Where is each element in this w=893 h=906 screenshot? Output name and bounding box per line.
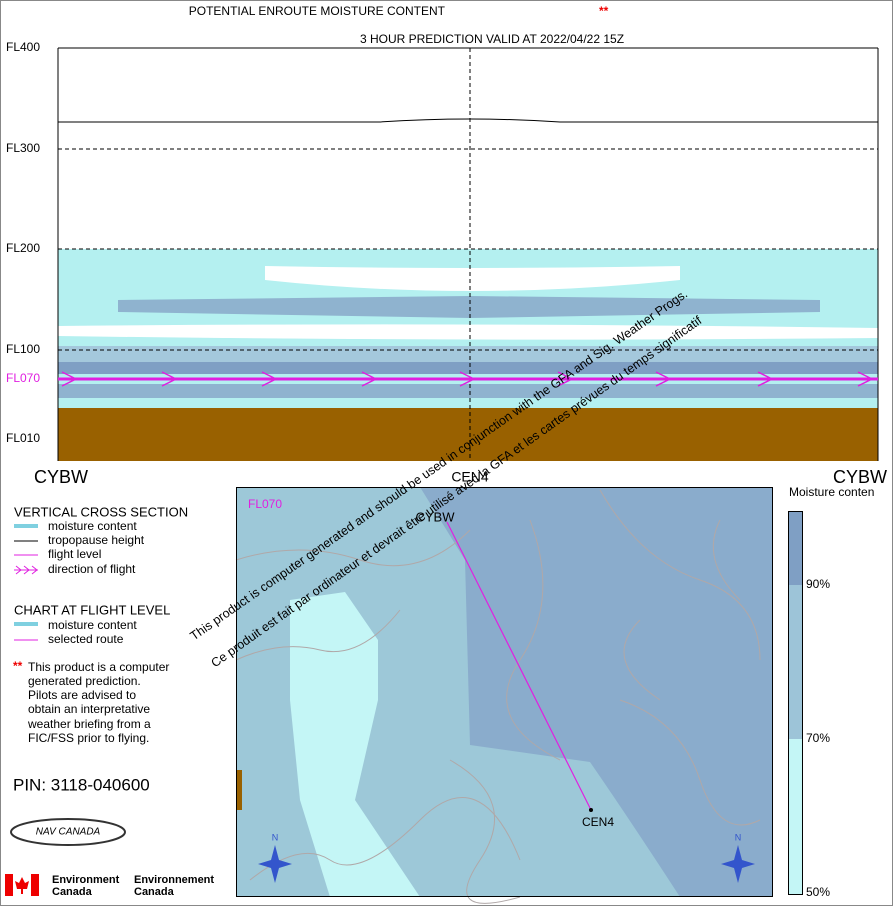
flight-level-label: FL070 <box>6 371 40 385</box>
route-point: CYBW <box>34 467 88 487</box>
scale-band <box>788 739 803 895</box>
scale-label: 70% <box>806 731 830 745</box>
scale-band <box>788 511 803 585</box>
cross-section <box>57 47 879 461</box>
scale-label: 90% <box>806 577 830 591</box>
level-label: FL100 <box>6 342 40 356</box>
legend-item: moisture content <box>48 618 137 632</box>
map-destination: CEN4 <box>582 815 614 829</box>
scale-border <box>788 511 803 895</box>
north-label: N <box>735 832 742 842</box>
route-point: CEN4 <box>451 469 489 485</box>
map-moisture <box>290 592 420 897</box>
note: Pilots are advised to <box>28 688 136 702</box>
map-ground <box>236 770 242 810</box>
pin: PIN: 3118-040600 <box>13 775 150 794</box>
legend-item: flight level <box>48 547 101 561</box>
map-moisture <box>420 487 773 897</box>
note: FIC/FSS prior to flying. <box>28 731 149 745</box>
north-label: N <box>272 832 279 842</box>
level-label: FL300 <box>6 141 40 155</box>
level-label: FL200 <box>6 241 40 255</box>
tropopause <box>58 118 878 123</box>
note: generated prediction. <box>28 674 141 688</box>
direction-arrows <box>61 371 874 387</box>
map-flight-level: FL070 <box>248 497 282 511</box>
note-mark: ** <box>13 659 23 673</box>
moisture-band <box>118 296 820 318</box>
legend-swatch <box>14 622 38 626</box>
rivers <box>235 489 761 904</box>
map-origin: CYBW <box>416 509 456 524</box>
logo-text: Canada <box>134 886 175 898</box>
dry-area <box>265 266 680 291</box>
moisture-band <box>58 384 878 398</box>
subtitle: 3 HOUR PREDICTION VALID AT 2022/04/22 15… <box>360 32 624 46</box>
route-point: CYBW <box>833 467 887 487</box>
flag <box>5 874 13 896</box>
legend-item: direction of flight <box>48 562 136 576</box>
logo-text: Environnement <box>134 874 214 886</box>
dry-area <box>58 324 878 340</box>
maple-leaf <box>15 877 29 894</box>
compass <box>721 845 755 883</box>
note: weather briefing from a <box>27 717 151 731</box>
legend-swatch <box>14 524 38 528</box>
flag <box>31 874 39 896</box>
moisture-band <box>58 362 878 374</box>
title-mark: ** <box>599 4 609 18</box>
level-label: FL400 <box>6 40 40 54</box>
legend-item: selected route <box>48 632 124 646</box>
legend-swatch <box>14 565 38 575</box>
route-line <box>446 521 592 811</box>
legend-title: CHART AT FLIGHT LEVEL <box>14 602 170 617</box>
nav-canada-logo <box>10 818 126 846</box>
scale-band <box>788 585 803 739</box>
scale-label: 50% <box>806 885 830 899</box>
note: This product is a computer <box>28 660 169 674</box>
title: POTENTIAL ENROUTE MOISTURE CONTENT <box>189 4 446 18</box>
moisture-band <box>58 346 878 362</box>
ground <box>58 408 878 461</box>
map-border <box>236 487 773 897</box>
legend-item: tropopause height <box>48 533 145 547</box>
level-label: FL010 <box>6 431 40 445</box>
compass <box>258 845 292 883</box>
logo-text: Environment <box>52 874 120 886</box>
legend-title: VERTICAL CROSS SECTION <box>14 504 188 519</box>
note: obtain an interpretative <box>28 702 150 716</box>
nav-canada-text: NAV CANADA <box>36 827 101 838</box>
legend-item: moisture content <box>48 519 137 533</box>
waypoint <box>589 808 593 812</box>
logo-text: Canada <box>52 886 93 898</box>
map <box>235 487 773 904</box>
scale-title: Moisture conten <box>789 485 874 499</box>
